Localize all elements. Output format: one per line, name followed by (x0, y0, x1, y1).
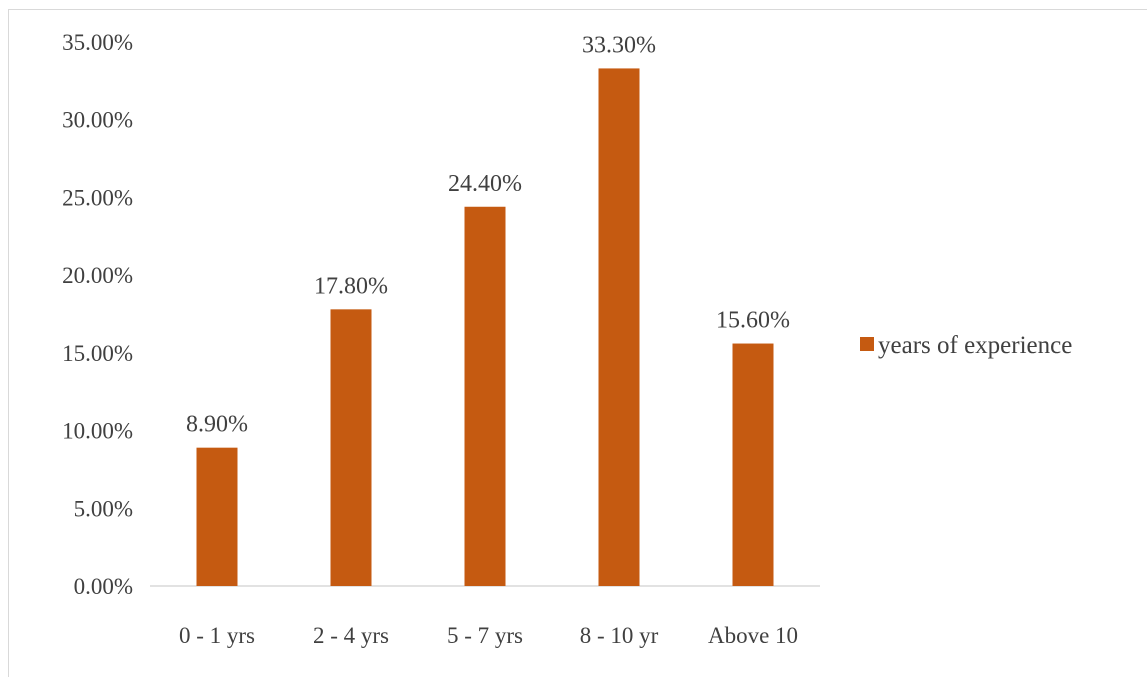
x-tick-label: 8 - 10 yr (580, 623, 659, 648)
y-tick-label: 20.00% (62, 263, 133, 288)
legend-label: years of experience (878, 332, 1072, 359)
y-tick-label: 35.00% (62, 30, 133, 55)
y-tick-label: 5.00% (74, 496, 133, 521)
x-tick-label: 2 - 4 yrs (313, 623, 389, 648)
y-tick-label: 25.00% (62, 185, 133, 210)
y-tick-label: 30.00% (62, 108, 133, 133)
y-tick-label: 10.00% (62, 419, 133, 444)
x-tick-label: 0 - 1 yrs (179, 623, 255, 648)
x-tick-label: 5 - 7 yrs (447, 623, 523, 648)
data-label: 33.30% (582, 32, 656, 58)
bar (330, 309, 372, 586)
data-label: 8.90% (186, 412, 248, 438)
data-label: 24.40% (448, 171, 522, 197)
data-label: 17.80% (314, 273, 388, 299)
chart-frame (8, 9, 1147, 677)
legend-swatch (860, 337, 874, 351)
y-tick-label: 15.00% (62, 341, 133, 366)
data-label: 15.60% (716, 308, 790, 334)
bar (732, 343, 774, 586)
bar (598, 68, 640, 587)
x-tick-label: Above 10 (708, 623, 798, 648)
bar (196, 447, 238, 586)
y-tick-label: 0.00% (74, 574, 133, 599)
bar (464, 206, 506, 587)
